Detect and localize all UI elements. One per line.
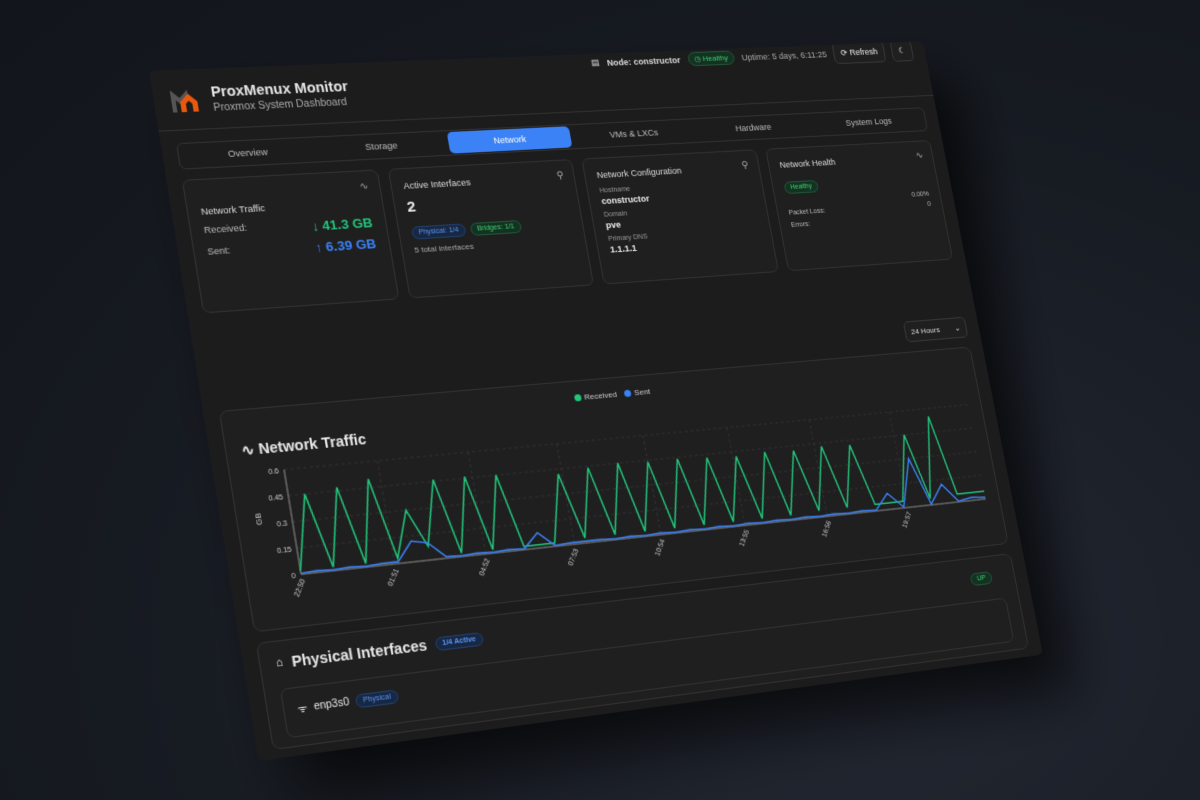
interface-row-enp3s0[interactable]: UP ᯤ enp3s0 Physical xyxy=(279,571,1015,739)
received-value: ↓ 41.3 GB xyxy=(310,215,374,234)
tab-storage[interactable]: Storage xyxy=(364,140,399,153)
server-icon: ▤ xyxy=(590,57,601,68)
tab-system-logs[interactable]: System Logs xyxy=(844,116,893,128)
sent-label: Sent: xyxy=(206,245,231,257)
x-tick-label: 22:50 xyxy=(293,578,307,598)
tab-overview[interactable]: Overview xyxy=(227,146,269,159)
proxmenux-logo xyxy=(169,89,199,113)
x-tick-label: 13:55 xyxy=(739,529,751,548)
traffic-chart: 0 0.15 0.3 0.45 0.6 GB 22:50 01:51 04:52 07:53 10:… xyxy=(253,347,1006,598)
theme-toggle-button[interactable]: ☾ xyxy=(889,41,915,62)
interface-type-badge: Physical xyxy=(354,688,400,708)
router-icon: ⌂ xyxy=(274,656,285,670)
network-icon: ⚲ xyxy=(740,160,750,171)
tab-hardware[interactable]: Hardware xyxy=(734,122,773,134)
x-axis xyxy=(301,499,986,574)
uptime: Uptime: 5 days, 6:11:25 xyxy=(740,49,828,62)
total-interfaces: 5 total interfaces xyxy=(413,241,475,255)
activity-icon: ∿ xyxy=(914,150,925,162)
refresh-label: Refresh xyxy=(848,46,879,58)
header: ProxMenux Monitor Proxmox System Dashboa… xyxy=(149,41,934,132)
errors-label: Errors: xyxy=(790,221,811,229)
moon-icon: ☾ xyxy=(897,45,907,56)
health-badge: ◷ Healthy xyxy=(686,50,736,67)
network-traffic-card: ∿ Network Traffic Received: ↓ 41.3 GB Sen… xyxy=(181,169,399,314)
network-config-card: ⚲ Network Configuration Hostname constru… xyxy=(581,149,779,285)
y-tick-label: 0.3 xyxy=(276,520,288,529)
time-range-select[interactable]: 24 Hours ⌄ xyxy=(902,316,969,343)
refresh-icon: ⟳ xyxy=(839,48,849,58)
packet-loss-value: 0.00% xyxy=(911,191,930,199)
interface-name: enp3s0 xyxy=(312,696,351,713)
physical-badge: Physical: 1/4 xyxy=(410,223,467,240)
x-tick-label: 07:53 xyxy=(568,548,581,567)
x-tick-label: 01:51 xyxy=(387,568,401,588)
network-traffic-chart-card: ∿ Network Traffic Received Sent 0 0.15 0.3… xyxy=(218,346,1009,633)
health-status-badge: Healthy xyxy=(782,179,820,195)
time-range-value: 24 Hours xyxy=(910,325,941,337)
health-badge-text: Healthy xyxy=(702,53,729,63)
active-count-badge: 1/4 Active xyxy=(433,631,485,651)
bridges-badge: Bridges: 1/1 xyxy=(469,219,523,236)
x-tick-label: 10:54 xyxy=(654,538,666,557)
app-title: ProxMenux Monitor xyxy=(209,77,349,100)
app-subtitle: Proxmox System Dashboard xyxy=(212,96,348,114)
x-tick-label: 04:52 xyxy=(479,557,492,577)
refresh-button[interactable]: ⟳ Refresh xyxy=(831,41,887,65)
activity-icon: ∿ xyxy=(358,181,370,193)
packet-loss-label: Packet Loss: xyxy=(788,207,826,217)
y-tick-label: 0.15 xyxy=(276,546,292,555)
y-axis-label: GB xyxy=(253,513,265,526)
x-tick-label: 16:56 xyxy=(821,520,833,539)
card-title: Network Traffic xyxy=(200,203,266,217)
physical-title: Physical Interfaces xyxy=(290,636,429,670)
wifi-icon: ᯤ xyxy=(296,703,309,717)
interface-count: 2 xyxy=(405,198,418,216)
grid-line xyxy=(288,428,972,495)
y-tick-label: 0.45 xyxy=(268,494,284,503)
status-badge: UP xyxy=(969,571,994,587)
network-icon: ⚲ xyxy=(555,170,565,182)
errors-value: 0 xyxy=(926,201,932,208)
network-health-card: ∿ Network Health Healthy 0.00% Packet Lo… xyxy=(764,140,954,272)
grid-line xyxy=(284,405,967,470)
y-tick-label: 0.6 xyxy=(268,468,280,476)
tab-vms-lxcs[interactable]: VMs & LXCs xyxy=(608,127,659,140)
sent-value: ↑ 6.39 GB xyxy=(313,236,378,255)
received-label: Received: xyxy=(203,222,248,236)
grid-line xyxy=(557,444,575,544)
grid-line xyxy=(809,420,827,517)
card-title: Active Interfaces xyxy=(402,177,472,191)
grid-line xyxy=(727,428,745,526)
card-title: Network Health xyxy=(778,157,837,170)
card-title: Network Configuration xyxy=(595,165,683,181)
node-name: Node: constructor xyxy=(606,54,682,68)
y-tick-label: 0 xyxy=(291,573,297,581)
dashboard-window: ProxMenux Monitor Proxmox System Dashboa… xyxy=(149,41,1043,761)
chevron-down-icon: ⌄ xyxy=(953,323,962,333)
tab-network[interactable]: Network xyxy=(446,126,573,154)
active-interfaces-card: ⚲ Active Interfaces 2 Physical: 1/4 Brid… xyxy=(387,159,595,299)
x-tick-label: 19:57 xyxy=(902,511,913,529)
